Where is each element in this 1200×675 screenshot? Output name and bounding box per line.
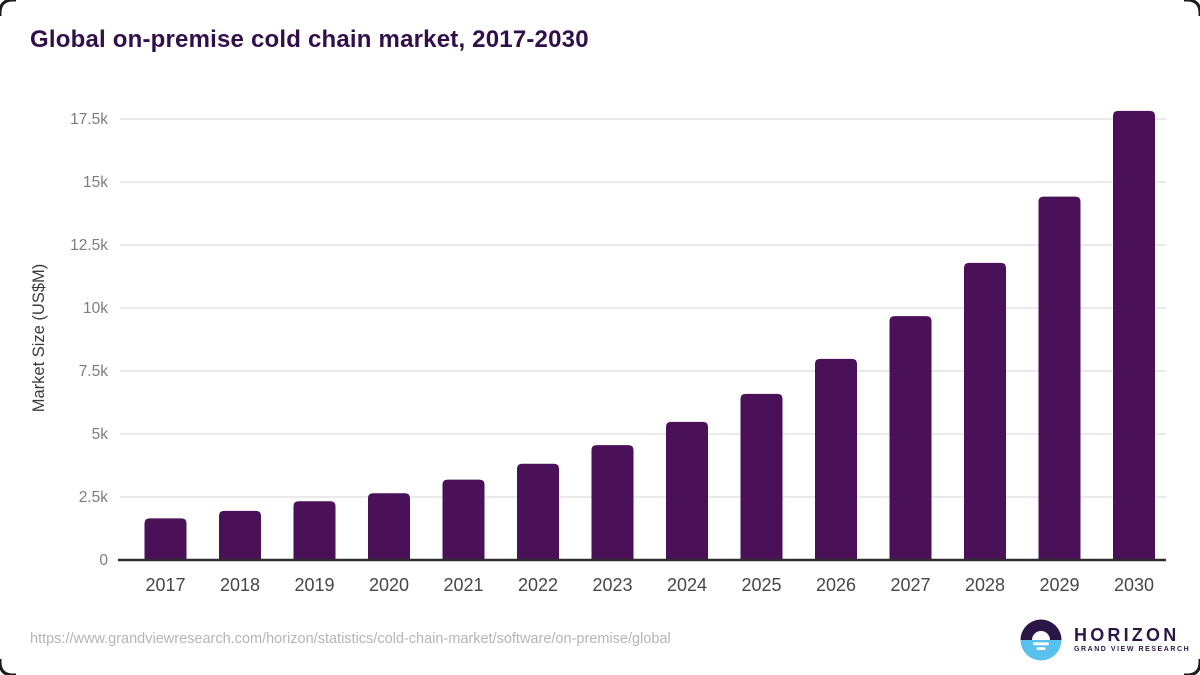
bar-2026[interactable] (815, 358, 857, 560)
horizon-logo-icon (1020, 619, 1062, 661)
x-tick-label: 2029 (1039, 575, 1079, 595)
x-tick-label: 2026 (816, 575, 856, 595)
bar-2018[interactable] (219, 510, 261, 560)
y-tick-label: 2.5k (79, 489, 109, 506)
bar-2030[interactable] (1113, 110, 1155, 560)
bar-2024[interactable] (666, 421, 708, 560)
chart-title: Global on-premise cold chain market, 201… (30, 26, 589, 53)
x-tick-label: 2030 (1114, 575, 1154, 595)
x-tick-label: 2023 (592, 575, 632, 595)
x-tick-label: 2022 (518, 575, 558, 595)
bar-2021[interactable] (442, 479, 485, 560)
bar-2027[interactable] (889, 316, 932, 560)
x-tick-label: 2025 (741, 575, 781, 595)
bar-2023[interactable] (591, 445, 634, 560)
horizon-logo: HORIZON GRAND VIEW RESEARCH (1019, 618, 1190, 662)
bar-chart: 0 2.5k 5k 7.5k 10k 12.5k 15k 17.5k 2017 2018 2019 2… (30, 110, 1166, 595)
y-tick-label: 12.5k (70, 237, 108, 254)
source-url: https://www.grandviewresearch.com/horizo… (30, 631, 671, 647)
bar-2029[interactable] (1038, 196, 1081, 560)
y-tick-label: 17.5k (70, 111, 108, 128)
x-tick-label: 2021 (443, 575, 483, 595)
bar-2020[interactable] (368, 493, 410, 560)
x-tick-label: 2018 (220, 575, 260, 595)
horizon-logo-text: HORIZON GRAND VIEW RESEARCH (1074, 626, 1190, 654)
y-tick-label: 7.5k (79, 363, 109, 380)
x-tick-label: 2024 (667, 575, 707, 595)
horizon-logo-subtitle: GRAND VIEW RESEARCH (1074, 646, 1191, 653)
y-tick-label: 5k (92, 426, 109, 443)
y-tick-label: 0 (99, 552, 108, 569)
bar-2025[interactable] (740, 393, 783, 560)
x-tick-label: 2017 (145, 575, 185, 595)
y-axis-title: Market Size (US$M) (30, 264, 48, 413)
bar-2019[interactable] (293, 501, 336, 560)
bar-2028[interactable] (964, 262, 1006, 560)
bar-2022[interactable] (517, 463, 559, 560)
x-tick-label: 2028 (965, 575, 1005, 595)
horizon-logo-name: HORIZON (1074, 625, 1180, 645)
rounded-corner-bottom-left (0, 657, 18, 675)
rounded-corner-top-left (0, 0, 18, 18)
y-tick-label: 10k (83, 300, 108, 317)
x-tick-label: 2019 (294, 575, 334, 595)
x-tick-label: 2027 (890, 575, 930, 595)
bar-2017[interactable] (144, 518, 187, 560)
y-tick-label: 15k (83, 174, 108, 191)
x-tick-label: 2020 (369, 575, 409, 595)
